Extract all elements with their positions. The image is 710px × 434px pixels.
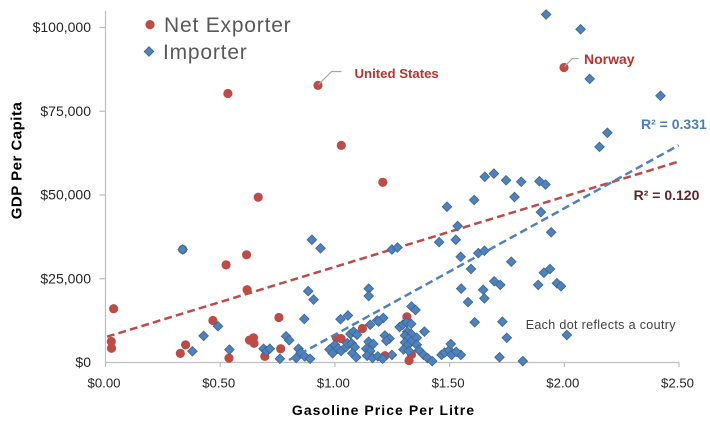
svg-text:$1.50: $1.50 (432, 375, 465, 390)
svg-text:$0.50: $0.50 (202, 375, 235, 390)
svg-text:$0.00: $0.00 (87, 375, 120, 390)
svg-text:Importer: Importer (163, 41, 248, 64)
svg-text:$1.00: $1.00 (317, 375, 350, 390)
svg-text:Gasoline Price Per Litre: Gasoline Price Per Litre (292, 402, 475, 418)
svg-text:$2.00: $2.00 (546, 375, 579, 390)
svg-text:$50,000: $50,000 (40, 187, 91, 203)
svg-text:Norway: Norway (584, 51, 635, 67)
svg-text:United States: United States (355, 66, 439, 81)
svg-text:$0: $0 (75, 354, 91, 370)
svg-text:$100,000: $100,000 (33, 19, 92, 35)
svg-text:R² = 0.331: R² = 0.331 (641, 116, 707, 132)
svg-text:$25,000: $25,000 (40, 270, 91, 286)
svg-text:GDP Per Capita: GDP Per Capita (9, 102, 26, 220)
svg-text:$2.50: $2.50 (661, 375, 694, 390)
svg-text:Net Exporter: Net Exporter (164, 14, 291, 37)
svg-text:Each dot reflects a coutry: Each dot reflects a coutry (526, 318, 677, 332)
svg-text:R² = 0.120: R² = 0.120 (634, 187, 700, 203)
svg-text:$75,000: $75,000 (40, 103, 91, 119)
